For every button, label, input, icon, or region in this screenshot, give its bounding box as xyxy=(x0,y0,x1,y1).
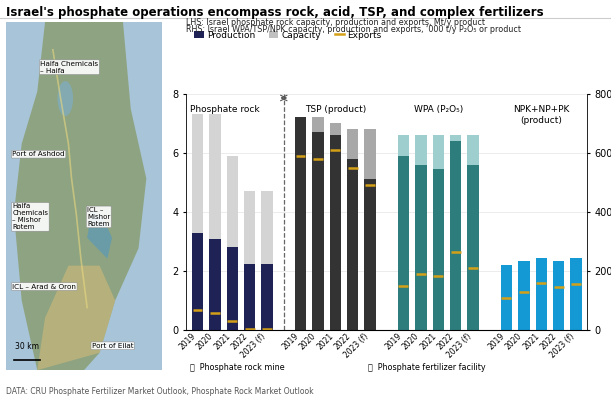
Bar xyxy=(571,258,582,330)
Text: LHS: Israel phosphate rock capacity, production and exports, Mt/y product: LHS: Israel phosphate rock capacity, pro… xyxy=(186,18,485,27)
Text: RHS: Israel WPA/TSP/NPK capacity, production and exports, ‘000 t/y P₂O₅ or produ: RHS: Israel WPA/TSP/NPK capacity, produc… xyxy=(186,25,521,35)
Bar xyxy=(244,264,255,330)
Bar xyxy=(364,129,376,330)
Bar xyxy=(262,191,273,330)
Bar xyxy=(433,135,444,330)
Bar xyxy=(398,135,409,330)
Text: Port of Ashdod: Port of Ashdod xyxy=(12,151,65,157)
Bar xyxy=(347,159,359,330)
Bar xyxy=(192,233,203,330)
Bar xyxy=(262,264,273,330)
Text: Port of Eilat: Port of Eilat xyxy=(92,343,133,349)
Bar xyxy=(553,261,565,330)
Bar xyxy=(209,238,221,330)
Text: Haifa Chemicals
– Haifa: Haifa Chemicals – Haifa xyxy=(40,60,98,74)
Bar xyxy=(329,123,341,330)
Polygon shape xyxy=(87,210,112,259)
Circle shape xyxy=(57,81,73,116)
Bar xyxy=(467,135,479,330)
Bar xyxy=(553,261,565,330)
Text: 🏭  Phosphate fertilizer facility: 🏭 Phosphate fertilizer facility xyxy=(368,363,486,372)
Text: NPK+NP+PK
(product): NPK+NP+PK (product) xyxy=(513,105,569,125)
Bar xyxy=(500,265,512,330)
Polygon shape xyxy=(14,22,147,370)
Text: TSP (product): TSP (product) xyxy=(305,105,366,114)
Bar xyxy=(433,169,444,330)
Legend: Production, Capacity, Exports: Production, Capacity, Exports xyxy=(191,27,385,43)
Bar xyxy=(415,135,426,330)
Text: ICL –
Mishor
Rotem: ICL – Mishor Rotem xyxy=(87,207,111,227)
Text: ⛏  Phosphate rock mine: ⛏ Phosphate rock mine xyxy=(191,363,285,372)
Text: Phosphate rock: Phosphate rock xyxy=(189,105,259,114)
Bar xyxy=(536,258,547,330)
Bar xyxy=(364,179,376,330)
Bar xyxy=(209,114,221,330)
Bar xyxy=(312,132,324,330)
Bar xyxy=(227,156,238,330)
Bar xyxy=(192,114,203,330)
Text: WPA (P₂O₅): WPA (P₂O₅) xyxy=(414,105,463,114)
Bar xyxy=(295,117,306,330)
Bar xyxy=(312,117,324,330)
Bar xyxy=(329,135,341,330)
Bar xyxy=(571,258,582,330)
Text: 30 km: 30 km xyxy=(15,342,40,351)
Bar xyxy=(227,248,238,330)
Bar xyxy=(500,265,512,330)
Text: DATA: CRU Phosphate Fertilizer Market Outlook, Phosphate Rock Market Outlook: DATA: CRU Phosphate Fertilizer Market Ou… xyxy=(6,387,313,396)
Bar xyxy=(536,258,547,330)
Bar xyxy=(450,135,461,330)
Polygon shape xyxy=(37,266,115,370)
Bar xyxy=(244,191,255,330)
Bar xyxy=(398,156,409,330)
Text: Haifa
Chemicals
– Mishor
Rotem: Haifa Chemicals – Mishor Rotem xyxy=(12,203,48,230)
Bar xyxy=(295,117,306,330)
Bar xyxy=(518,261,530,330)
Bar xyxy=(415,165,426,330)
Text: ICL – Arad & Oron: ICL – Arad & Oron xyxy=(12,283,76,290)
Text: Israel's phosphate operations encompass rock, acid, TSP, and complex fertilizers: Israel's phosphate operations encompass … xyxy=(6,6,544,19)
Bar xyxy=(518,261,530,330)
Bar xyxy=(450,141,461,330)
Bar xyxy=(467,165,479,330)
Bar xyxy=(347,129,359,330)
